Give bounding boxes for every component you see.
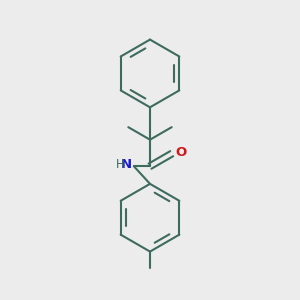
Text: O: O <box>176 146 187 159</box>
Text: H: H <box>116 158 124 171</box>
Text: N: N <box>120 158 131 171</box>
